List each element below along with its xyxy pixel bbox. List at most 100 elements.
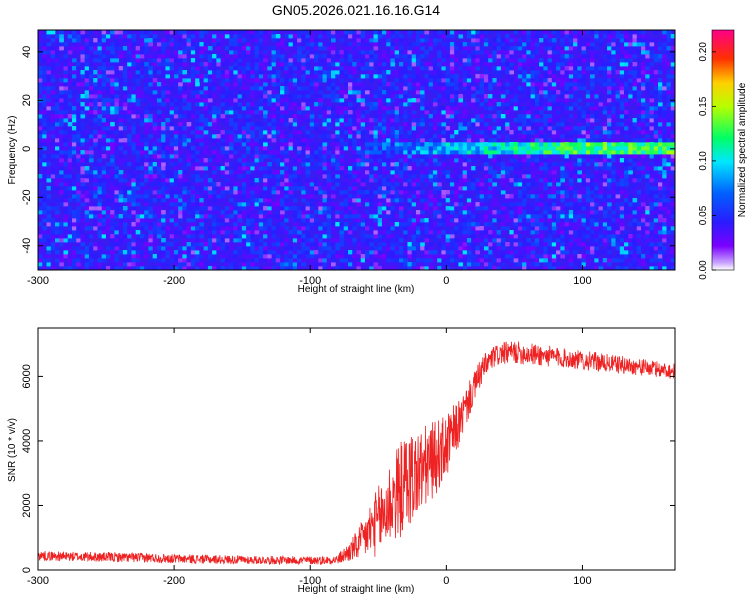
spectrogram-cell [165, 34, 171, 39]
spectrogram-cell [84, 62, 90, 67]
spectrogram-cell [152, 90, 158, 95]
spectrogram-cell [216, 118, 222, 123]
spectrogram-cell [127, 66, 132, 71]
spectrogram-cell [148, 42, 154, 47]
spectrogram-cell [169, 194, 175, 199]
spectrogram-cell [462, 114, 468, 119]
spectrogram-cell [271, 46, 277, 51]
spectrogram-cell [411, 250, 417, 255]
spectrogram-cell [63, 94, 69, 99]
spectrogram-cell [275, 194, 281, 199]
spectrogram-cell [454, 218, 459, 223]
spectrogram-cell [258, 110, 264, 115]
spectrogram-cell [369, 74, 374, 79]
spectrogram-cell [178, 50, 183, 55]
spectrogram-cell [165, 230, 171, 235]
spectrogram-cell [428, 46, 434, 51]
spectrogram-cell [224, 30, 230, 35]
spectrogram-cell [212, 170, 217, 175]
spectrogram-cell [381, 230, 387, 235]
spectrogram-cell [131, 114, 137, 119]
spectrogram-cell [424, 146, 430, 151]
spectrogram-cell [462, 90, 468, 95]
spectrogram-cell [169, 70, 175, 75]
spectrogram-cell [220, 170, 226, 175]
spectrogram-cell [135, 238, 141, 243]
spectrogram-cell [352, 98, 357, 103]
spectrogram-cell [165, 150, 171, 155]
spectrogram-cell [118, 82, 124, 87]
spectrogram-cell [84, 170, 90, 175]
spectrogram-cell [386, 90, 391, 95]
spectrogram-cell [292, 258, 298, 263]
spectrogram-cell [156, 118, 162, 123]
spectrogram-cell [275, 114, 281, 119]
spectrogram-cell [373, 266, 379, 270]
spectrogram-cell [280, 30, 285, 35]
spectrogram-cell [178, 86, 183, 91]
spectrogram-cell [246, 262, 251, 267]
spectrogram-cell [360, 46, 366, 51]
spectrogram-cell [466, 262, 472, 267]
spectrogram-cell [237, 198, 243, 203]
spectrogram-cell [59, 242, 64, 247]
spectrogram-cell [415, 178, 421, 183]
spectrogram-cell [38, 154, 43, 159]
spectrogram-cell [250, 222, 255, 227]
spectrogram-cell [237, 38, 243, 43]
spectrogram-cell [309, 202, 315, 207]
spectrogram-cell [173, 190, 179, 195]
spectrogram-cell [76, 190, 81, 195]
spectrogram-cell [63, 146, 69, 151]
spectrogram-cell [186, 254, 192, 259]
spectrogram-cell [407, 78, 413, 83]
spectrogram-cell [322, 94, 328, 99]
spectrogram-cell [38, 82, 43, 87]
spectrogram-cell [207, 90, 213, 95]
spectrogram-cell [131, 162, 137, 167]
spectrogram-cell [339, 190, 345, 195]
spectrogram-cell [331, 230, 336, 235]
spectrogram-cell [275, 258, 281, 263]
spectrogram-cell [38, 130, 43, 135]
spectrogram-cell [50, 86, 56, 91]
spectrogram-cell [233, 34, 238, 39]
spectrogram-cell [139, 110, 145, 115]
spectrogram-cell [398, 210, 404, 215]
spectrogram-cell [42, 226, 47, 231]
spectrogram-cell [263, 102, 268, 107]
spectrogram-cell [88, 210, 94, 215]
spectrogram-cell [224, 222, 230, 227]
spectrogram-cell [169, 114, 175, 119]
spectrogram-cell [398, 214, 404, 219]
spectrogram-cell [195, 58, 200, 63]
spectrogram-cell [458, 78, 464, 83]
spectrogram-cell [161, 158, 166, 163]
spectrogram-cell [360, 34, 366, 39]
spectrogram-cell [178, 142, 183, 147]
spectrogram-cell [369, 42, 374, 47]
spectrogram-cell [54, 226, 60, 231]
spectrogram-cell [403, 258, 408, 263]
spectrogram-cell [105, 106, 111, 111]
spectrogram-cell [97, 90, 103, 95]
spectrogram-cell [114, 74, 120, 79]
spectrogram-cell [263, 38, 268, 43]
spectrogram-cell [148, 182, 154, 187]
spectrogram-cell [186, 206, 192, 211]
spectrogram-cell [263, 98, 268, 103]
spectrogram-cell [93, 194, 98, 199]
spectrogram-cell [233, 106, 238, 111]
spectrogram-cell [246, 98, 251, 103]
spectrogram-cell [403, 98, 408, 103]
spectrogram-cell [101, 146, 107, 151]
spectrogram-cell [275, 122, 281, 127]
spectrogram-cell [71, 258, 77, 263]
spectrogram-cell [144, 62, 149, 67]
spectrogram-cell [275, 254, 281, 259]
spectrogram-cell [110, 266, 115, 270]
spectrogram-cell [84, 214, 90, 219]
spectrogram-cell [381, 254, 387, 259]
spectrogram-cell [190, 190, 196, 195]
spectrogram-cell [88, 38, 94, 43]
